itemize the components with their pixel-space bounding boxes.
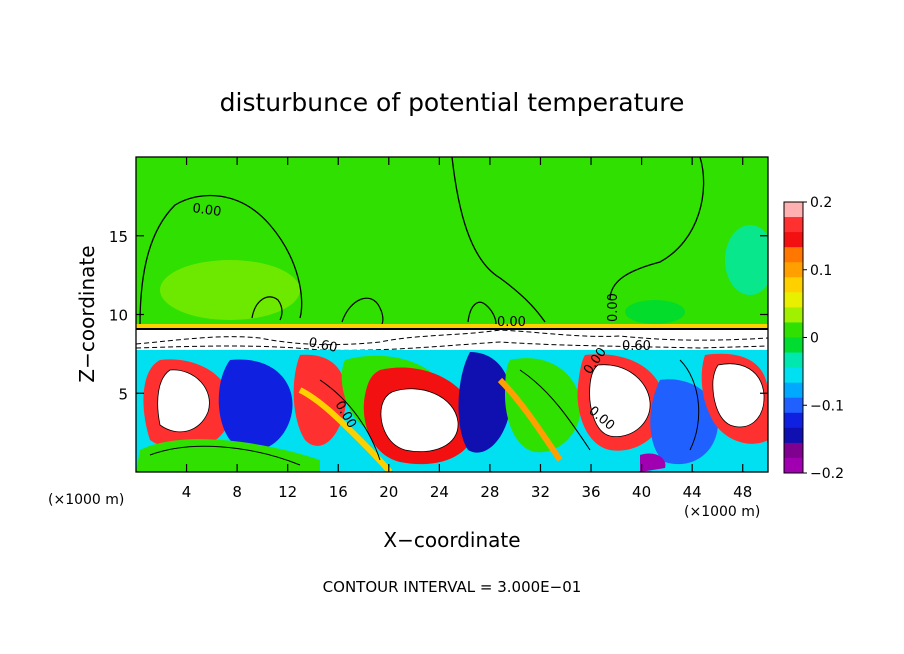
green-swirl-3 [505,358,581,453]
upper-weak-cool-area-2 [625,300,685,324]
colorbar-tick-label: 0 [810,331,819,347]
plot-area [136,157,768,472]
colorbar-swatch [784,367,803,384]
x-tick-label: 40 [632,483,651,501]
colorbar-swatch [784,277,803,293]
colorbar-swatch [784,337,803,354]
contour-zero-bump-1 [251,296,283,321]
lower-contour-lines [149,359,700,466]
colorbar [783,201,804,474]
colorbar-swatch [784,457,803,474]
colorbar-swatch [784,412,803,429]
cool-blob-2 [458,352,511,453]
x-tick-label: 12 [278,483,297,501]
chart-title: disturbunce of potential temperature [220,88,685,117]
tropopause-band-white [136,329,768,350]
colorbar-swatch [784,397,803,414]
colorbar-swatch [784,262,803,278]
warm-core-5 [712,363,765,428]
y-tick-label: 15 [109,228,128,246]
contour-zero-bump-2 [341,297,384,325]
warm-core-4 [589,364,651,438]
warm-core-1 [157,369,210,433]
contour-label: 0.60 [307,335,338,356]
contour-label: 0.00 [191,201,222,220]
contour-zero-right-dome [451,157,705,323]
y-tick-label: 5 [118,385,128,403]
colorbar-tick-label: −0.1 [810,398,844,414]
tropopause-band-line [136,328,768,330]
contour-label: 0.60 [622,339,651,354]
contour-label: 0.00 [497,315,526,330]
cool-blob-1 [218,359,293,451]
colorbar-swatch [784,217,803,233]
x-tick-label: 28 [480,483,499,501]
colorbar-swatch [784,352,803,369]
tropopause-band-upper [136,324,768,328]
x-unit-right: (×1000 m) [684,504,760,520]
contour-interval-note: CONTOUR INTERVAL = 3.000E−01 [323,578,582,596]
colorbar-swatch [784,442,803,459]
x-tick-label: 4 [182,483,192,501]
contour-label: 0.00 [606,293,621,322]
x-tick-label: 24 [430,483,449,501]
y-axis-label: Z−coordinate [75,245,99,382]
colorbar-swatch [784,232,803,248]
y-axis: 5 10 15 [109,228,768,403]
colorbar-swatch [784,292,803,308]
x-tick-label: 16 [329,483,348,501]
upper-weak-warm-area [160,260,300,320]
x-axis: 4 8 12 16 20 24 28 32 36 40 44 48 [182,157,752,501]
lower-field [136,350,768,472]
colorbar-swatch [784,382,803,399]
colorbar-tick-label: 0.1 [810,263,832,279]
purple-spot [640,453,666,472]
x-tick-label: 32 [531,483,550,501]
yellow-streak-1 [298,387,393,472]
colorbar-tick-label: 0.2 [810,195,832,211]
tropopause-contours [136,329,768,351]
colorbar-swatch [784,202,803,218]
colorbar-swatch [784,427,803,444]
x-tick-label: 44 [683,483,702,501]
upper-weak-cool-area [725,225,768,295]
yellow-streak-2 [497,377,563,462]
contour-zero-left [139,194,303,326]
cool-blob-3 [650,379,719,465]
colorbar-swatch [784,322,803,338]
colorbar-swatch [784,247,803,263]
colorbar-swatch [784,307,803,323]
contour-zero-bump-3 [467,301,497,325]
colorbar-tick-label: −0.2 [810,466,844,482]
warm-core-3 [380,388,459,453]
x-tick-label: 36 [581,483,600,501]
x-tick-label: 20 [379,483,398,501]
x-tick-label: 8 [232,483,242,501]
x-unit-left: (×1000 m) [48,492,124,508]
y-tick-label: 10 [109,307,128,325]
x-tick-label: 48 [733,483,752,501]
colorbar-ticks: 0.2 0.1 0 −0.1 −0.2 [803,195,844,482]
x-axis-label: X−coordinate [383,528,520,552]
